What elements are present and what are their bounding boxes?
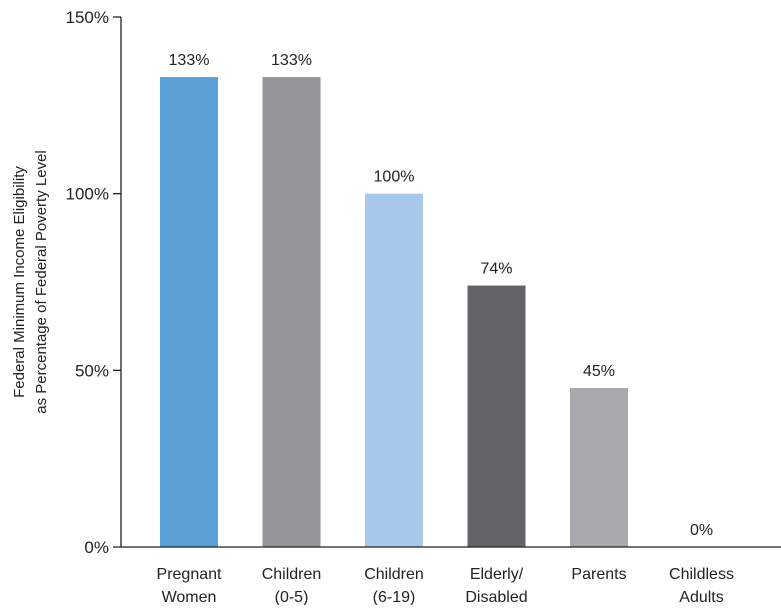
category-label: Elderly/: [470, 566, 524, 583]
y-axis-ticks: 0% 50% 100% 150%: [66, 8, 121, 557]
bar: [467, 285, 526, 547]
category-label: Disabled: [465, 589, 527, 605]
y-tick-label: 150%: [66, 8, 109, 27]
y-axis-title: Federal Minimum Income Eligibility as Pe…: [11, 150, 50, 413]
y-tick-label: 50%: [75, 361, 109, 380]
axes: [120, 17, 781, 548]
category-label: Women: [162, 589, 217, 605]
bar: [570, 388, 628, 547]
category-label: Childless: [669, 566, 734, 583]
category-label: (0-5): [275, 589, 309, 605]
category-label: Children: [364, 566, 424, 583]
bar-value-label: 100%: [374, 169, 415, 186]
bar-value-label: 45%: [583, 363, 615, 380]
y-tick-label: 100%: [66, 185, 109, 204]
bar: [365, 193, 423, 547]
y-tick-label: 0%: [84, 538, 109, 557]
bar-value-label: 133%: [271, 52, 312, 69]
category-label: Children: [262, 566, 322, 583]
category-label: Pregnant: [157, 566, 222, 583]
bar-value-label: 74%: [480, 261, 512, 278]
bar-value-label: 133%: [169, 52, 210, 69]
bars: [160, 77, 628, 548]
category-labels: Pregnant Women Children (0-5) Children (6-19)…: [157, 566, 734, 606]
bar: [160, 77, 218, 548]
y-axis-title-line-1: Federal Minimum Income Eligibility: [11, 166, 28, 398]
category-label: Parents: [571, 566, 626, 583]
value-labels: 133% 133% 100% 74% 45% 0%: [169, 52, 714, 539]
bar: [262, 77, 321, 548]
bar-value-label: 0%: [690, 522, 713, 539]
category-label: Adults: [679, 589, 723, 605]
category-label: (6-19): [373, 589, 416, 605]
y-axis-title-line-2: as Percentage of Federal Poverty Level: [33, 150, 50, 413]
